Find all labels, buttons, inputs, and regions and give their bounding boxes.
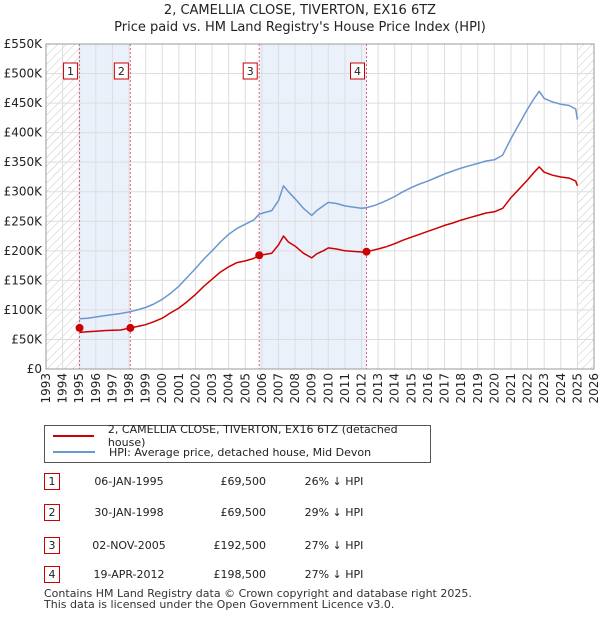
sale-date: 30-JAN-1998: [94, 506, 164, 519]
legend-item-sold: 2, CAMELLIA CLOSE, TIVERTON, EX16 6TZ (d…: [53, 423, 430, 449]
sale-marker-label: 3: [247, 65, 254, 78]
sale-badge: 1: [44, 473, 60, 490]
x-tick-label: 2024: [554, 373, 568, 404]
x-tick-label: 2007: [271, 373, 285, 404]
y-tick-label: £500K: [4, 67, 44, 81]
y-tick-label: £250K: [4, 214, 44, 228]
y-tick-label: £50K: [11, 332, 43, 346]
legend-swatch-hpi: [53, 451, 95, 453]
x-tick-label: 2025: [570, 373, 584, 404]
x-tick-label: 2009: [305, 373, 319, 404]
footer: Contains HM Land Registry data © Crown c…: [44, 588, 472, 610]
chart-title-block: 2, CAMELLIA CLOSE, TIVERTON, EX16 6TZ Pr…: [0, 2, 600, 36]
x-tick-label: 2008: [288, 373, 302, 404]
x-tick-label: 2012: [355, 373, 369, 404]
legend-item-hpi: HPI: Average price, detached house, Mid …: [53, 444, 371, 460]
x-tick-label: 2005: [238, 373, 252, 404]
table-row: 3 02-NOV-2005 £192,500 27% ↓ HPI: [44, 537, 404, 555]
x-tick-label: 1996: [89, 373, 103, 404]
x-tick-label: 2026: [587, 373, 600, 404]
x-tick-label: 2014: [388, 373, 402, 404]
sale-badge: 4: [44, 566, 60, 583]
sale-marker-box: [349, 62, 365, 80]
sale-point: [126, 323, 135, 332]
x-tick-label: 1997: [105, 373, 119, 404]
x-tick-label: 2013: [371, 373, 385, 404]
sale-point: [255, 251, 264, 260]
y-tick-label: £400K: [4, 126, 44, 140]
y-tick-label: £100K: [4, 303, 44, 317]
y-tick-label: £350K: [4, 155, 44, 169]
sale-marker-label: 4: [354, 65, 361, 78]
hpi-series-line: [79, 90, 579, 320]
sale-price: £198,500: [213, 568, 267, 581]
sale-badge: 2: [44, 504, 60, 521]
y-tick-label: £300K: [4, 185, 44, 199]
sale-point: [362, 247, 371, 256]
x-tick-label: 2015: [404, 373, 418, 404]
table-row: 1 06-JAN-1995 £69,500 26% ↓ HPI: [44, 473, 404, 491]
sale-badge: 3: [44, 537, 60, 554]
x-tick-label: 1993: [39, 373, 53, 404]
sale-date: 06-JAN-1995: [94, 475, 164, 488]
x-tick-label: 2022: [521, 373, 535, 404]
y-tick-label: £0: [27, 362, 42, 376]
sale-marker-box: [113, 62, 129, 80]
x-tick-label: 2000: [155, 373, 169, 404]
table-row: 2 30-JAN-1998 £69,500 29% ↓ HPI: [44, 504, 404, 522]
x-tick-label: 2006: [255, 373, 269, 404]
footer-license: This data is licensed under the Open Gov…: [44, 598, 395, 611]
x-tick-label: 2003: [205, 373, 219, 404]
x-tick-label: 2001: [172, 373, 186, 404]
y-tick-label: £450K: [4, 96, 44, 110]
x-tick-label: 1998: [122, 373, 136, 404]
sale-date: 19-APR-2012: [93, 568, 165, 581]
sale-marker-label: 1: [67, 65, 74, 78]
chart-title: 2, CAMELLIA CLOSE, TIVERTON, EX16 6TZ: [163, 3, 437, 18]
sale-hpi-diff: 27% ↓ HPI: [304, 539, 364, 552]
price-paid-series-line: [79, 166, 579, 334]
x-tick-label: 2023: [537, 373, 551, 404]
sale-marker-box: [63, 62, 79, 80]
table-row: 4 19-APR-2012 £198,500 27% ↓ HPI: [44, 566, 404, 584]
legend-swatch-sold: [53, 435, 94, 437]
sale-point: [75, 323, 84, 332]
x-tick-label: 2021: [504, 373, 518, 404]
x-tick-label: 2019: [471, 373, 485, 404]
x-tick-label: 2017: [438, 373, 452, 404]
x-tick-label: 2020: [487, 373, 501, 404]
x-tick-label: 2004: [222, 373, 236, 404]
x-tick-label: 2011: [338, 373, 352, 404]
price-chart: 1 2 3 4 £0 £50K £100K £150K £200K £250K £300K £350…: [4, 37, 600, 404]
footer-copyright: Contains HM Land Registry data © Crown c…: [44, 587, 472, 600]
y-tick-label: £200K: [4, 244, 44, 258]
x-tick-label: 2002: [188, 373, 202, 404]
sale-price: £192,500: [213, 539, 267, 552]
legend-label-sold: 2, CAMELLIA CLOSE, TIVERTON, EX16 6TZ (d…: [107, 423, 398, 449]
x-tick-label: 1999: [139, 373, 153, 404]
x-tick-label: 2016: [421, 373, 435, 404]
sale-marker-box: [242, 62, 258, 80]
sale-hpi-diff: 29% ↓ HPI: [304, 506, 364, 519]
x-tick-label: 1995: [72, 373, 86, 404]
y-tick-label: £550K: [4, 37, 44, 51]
y-tick-label: £150K: [4, 273, 44, 287]
legend-label-hpi: HPI: Average price, detached house, Mid …: [109, 445, 372, 459]
chart-legend: 2, CAMELLIA CLOSE, TIVERTON, EX16 6TZ (d…: [44, 423, 431, 463]
x-tick-label: 1994: [56, 373, 70, 404]
sale-marker-label: 2: [118, 65, 125, 78]
sale-hpi-diff: 26% ↓ HPI: [304, 475, 364, 488]
hatched-region: [577, 44, 594, 369]
shaded-span: [79, 44, 131, 369]
plot-frame: [45, 43, 595, 370]
sale-price: £69,500: [220, 506, 267, 519]
x-tick-label: 2018: [454, 373, 468, 404]
chart-subtitle: Price paid vs. HM Land Registry's House …: [114, 20, 486, 35]
sale-date: 02-NOV-2005: [92, 539, 166, 552]
sale-price: £69,500: [220, 475, 267, 488]
sale-hpi-diff: 27% ↓ HPI: [304, 568, 364, 581]
x-tick-label: 2010: [321, 373, 335, 404]
